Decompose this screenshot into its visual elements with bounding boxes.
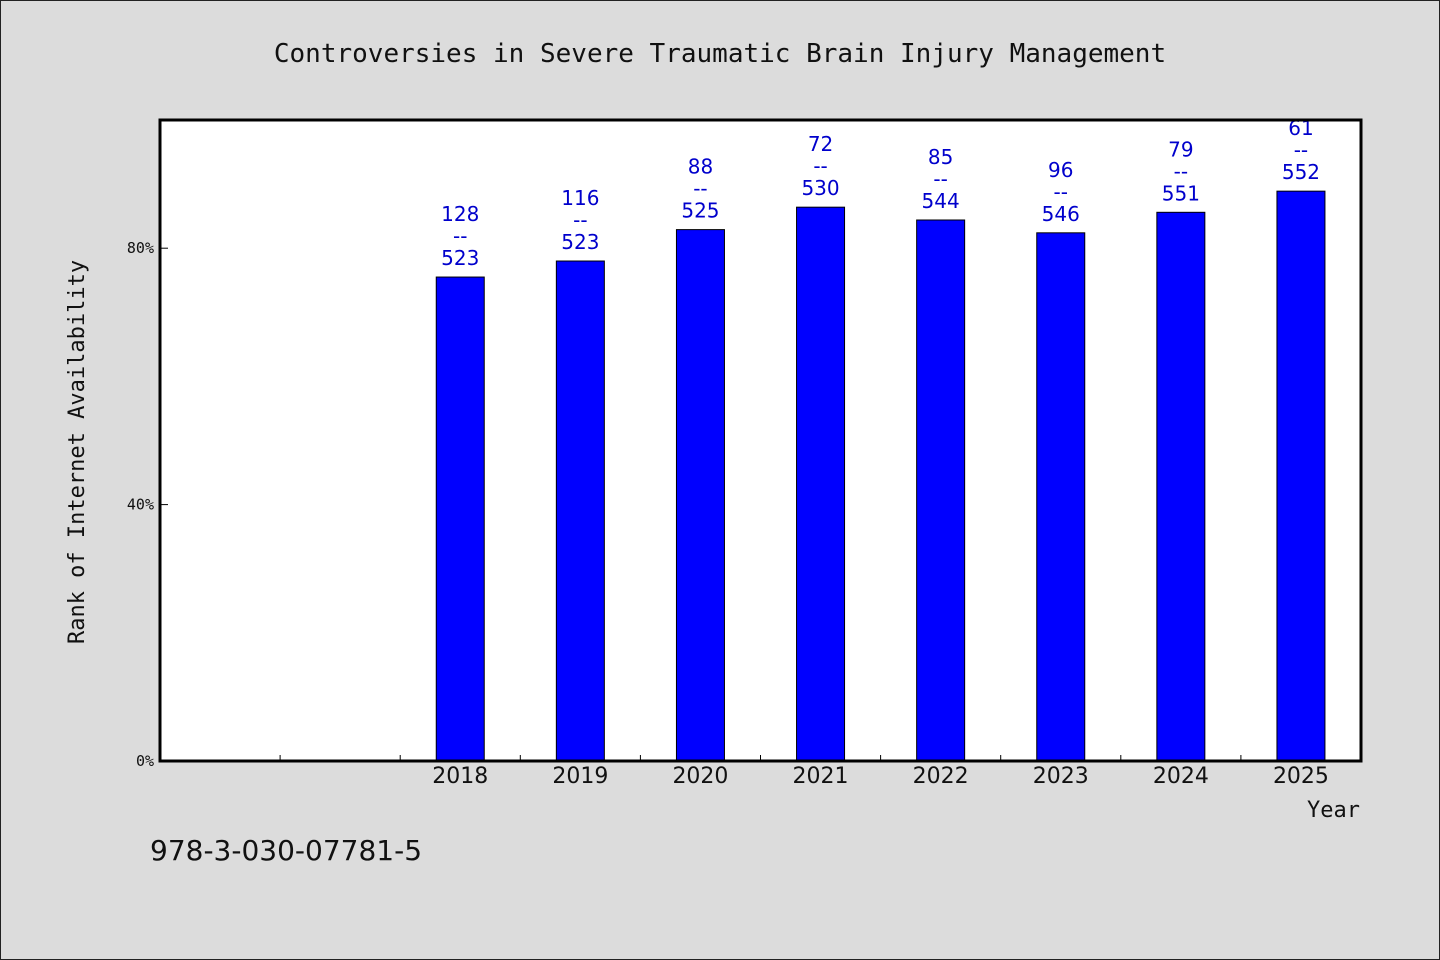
bars-layer	[435, 190, 1326, 762]
data-label-2018: 523	[441, 246, 479, 270]
y-axis-label: Rank of Internet Availability	[65, 260, 90, 644]
x-tick-label: 2018	[432, 764, 488, 789]
data-label-2018: --	[453, 224, 467, 248]
axes-layer: 0% 40% 80% 2018 2019 2020 2021 2022 2023 2024 2025	[127, 239, 1329, 789]
data-label-2025: 552	[1282, 160, 1320, 184]
data-label-2020: --	[693, 177, 707, 201]
data-label-2024: 79	[1168, 137, 1193, 161]
x-tick-label: 2025	[1273, 764, 1329, 789]
y-tick-label: 0%	[136, 752, 154, 770]
chart-title: Controversies in Severe Traumatic Brain …	[274, 39, 1166, 69]
bar-2025	[1276, 190, 1326, 762]
bar-2023	[1036, 232, 1086, 762]
data-label-2018: 128	[441, 202, 479, 226]
data-label-2024: 551	[1162, 181, 1200, 205]
data-label-2022: --	[933, 167, 947, 191]
isbn-label: 978-3-030-07781-5	[150, 834, 423, 867]
data-label-2022: 544	[922, 189, 960, 213]
y-tick-label: 80%	[127, 239, 154, 257]
data-label-2020: 525	[681, 199, 719, 223]
bar-2018	[435, 276, 485, 762]
data-label-2023: --	[1054, 180, 1068, 204]
x-tick-label: 2023	[1033, 764, 1089, 789]
data-label-2019: 523	[561, 230, 599, 254]
data-label-2025: --	[1294, 138, 1308, 162]
data-label-2022: 85	[928, 145, 953, 169]
x-tick-label: 2020	[672, 764, 728, 789]
data-label-2021: 530	[801, 176, 839, 200]
x-tick-label: 2021	[793, 764, 849, 789]
data-label-2024: --	[1174, 159, 1188, 183]
bar-2022	[916, 219, 966, 762]
x-tick-label: 2019	[552, 764, 608, 789]
data-label-2020: 88	[688, 155, 713, 179]
bar-2020	[675, 229, 725, 762]
x-tick-label: 2022	[913, 764, 969, 789]
x-tick-label: 2024	[1153, 764, 1209, 789]
data-label-2021: 72	[808, 132, 833, 156]
data-label-2023: 546	[1042, 202, 1080, 226]
data-label-2023: 96	[1048, 158, 1073, 182]
bar-2021	[796, 206, 846, 762]
data-label-2019: --	[573, 208, 587, 232]
bar-2019	[555, 260, 605, 762]
y-tick-label: 40%	[127, 496, 154, 514]
data-label-2019: 116	[561, 186, 599, 210]
data-label-2021: --	[813, 154, 827, 178]
bar-2024	[1156, 211, 1206, 762]
x-axis-label: Year	[1307, 798, 1360, 823]
